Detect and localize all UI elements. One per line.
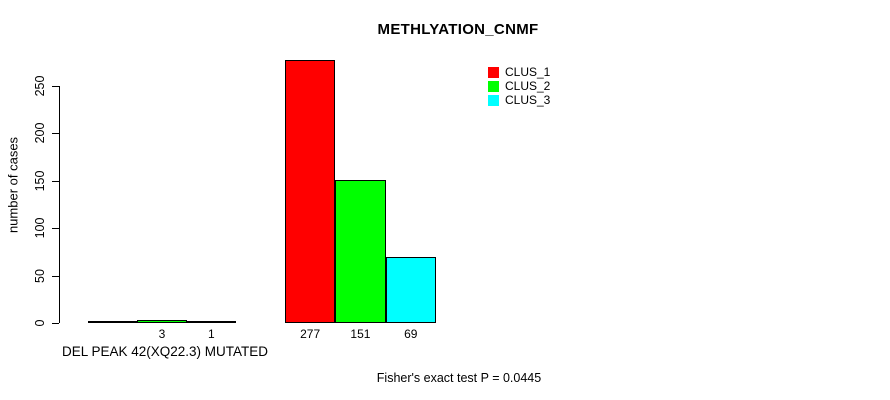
x-axis-label: DEL PEAK 42(XQ22.3) MUTATED — [61, 344, 269, 359]
bar-clus_2-group2 — [335, 180, 386, 323]
legend-swatch-clus_2 — [488, 80, 499, 92]
legend-swatch-clus_1 — [488, 66, 499, 78]
bar-value-label: 3 — [158, 327, 166, 341]
bar-clus_3-group1 — [186, 321, 236, 323]
legend-row: CLUS_2 — [488, 79, 550, 93]
legend-row: CLUS_1 — [488, 65, 550, 79]
chart-title: METHLYATION_CNMF — [377, 21, 539, 38]
y-tick — [52, 133, 59, 134]
bar-value-label: 277 — [300, 327, 321, 341]
bar-value-label: 151 — [350, 327, 371, 341]
legend: CLUS_1 CLUS_2 CLUS_3 — [488, 65, 550, 107]
legend-label: CLUS_3 — [505, 93, 551, 107]
bar-clus_3-group2 — [385, 257, 436, 323]
y-tick — [52, 228, 59, 229]
bar-clus_1-group2 — [285, 60, 336, 323]
fisher-test-annotation: Fisher's exact test P = 0.0445 — [376, 371, 542, 385]
y-tick — [52, 86, 59, 87]
y-tick — [52, 181, 59, 182]
y-axis-line — [59, 86, 60, 323]
legend-row: CLUS_3 — [488, 93, 550, 107]
legend-label: CLUS_2 — [505, 79, 551, 93]
bar-value-label: 1 — [207, 327, 215, 341]
legend-swatch-clus_3 — [488, 94, 499, 106]
bar-clus_1-group1 — [88, 321, 138, 323]
legend-label: CLUS_1 — [505, 65, 551, 79]
bar-value-label: 69 — [404, 327, 418, 341]
y-tick — [52, 323, 59, 324]
y-tick — [52, 276, 59, 277]
bar-clus_2-group1 — [137, 320, 187, 323]
